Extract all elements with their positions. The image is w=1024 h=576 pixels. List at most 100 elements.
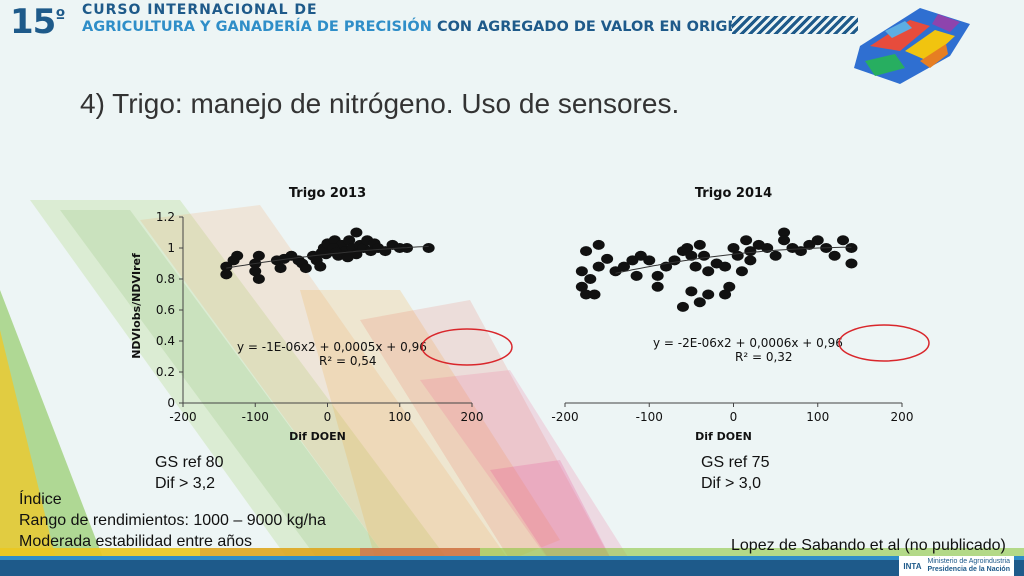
data-point [731,250,744,261]
header-banner: 15º CURSO INTERNACIONAL DE AGRICULTURA Y… [0,0,1024,48]
trendline [615,246,852,274]
y-tick-label: 1.2 [156,210,175,224]
data-point [274,263,287,274]
data-point [723,281,736,292]
data-point [584,274,597,284]
indice-label: Índice [19,491,62,508]
data-point [702,289,715,300]
data-point [588,289,601,300]
r-squared: R² = 0,54 [319,354,377,368]
right-gs-note: GS ref 75 Dif > 3,0 [701,452,769,494]
data-point [630,270,643,281]
data-point [685,250,698,261]
data-point [220,261,233,272]
header-line2: AGRICULTURA Y GANADERÍA DE PRECISIÓN CON… [82,19,750,35]
chart-title: Trigo 2013 [289,186,366,201]
data-point [693,297,706,308]
data-point [350,227,363,238]
trend-equation: y = -2E-06x2 + 0,0006x + 0,96 [653,336,843,350]
header-line1: CURSO INTERNACIONAL DE [82,2,318,18]
data-point [719,261,732,272]
data-point [803,239,816,250]
data-point [617,261,630,272]
data-point [422,243,435,253]
x-tick-label: 0 [730,410,738,424]
y-tick-label: 0 [167,396,175,410]
data-point [719,289,732,300]
right-dif: Dif > 3,0 [701,475,762,492]
chart-title: Trigo 2014 [695,186,772,201]
field-map-icon [854,8,970,84]
highlight-circle [838,324,930,362]
data-point [626,255,639,266]
inta-logo: INTA [903,561,922,571]
x-tick-label: 100 [388,410,411,424]
r-squared: R² = 0,32 [735,350,793,364]
data-point [592,239,605,250]
data-point [727,243,740,253]
x-tick-label: 0 [324,410,332,424]
data-point [252,250,265,261]
data-point [330,247,343,258]
right-gs: GS ref 75 [701,454,770,471]
data-point [299,263,312,274]
data-point [249,266,262,277]
data-point [643,255,656,266]
data-point [778,227,791,238]
y-tick-label: 0.8 [156,272,175,286]
data-point [837,235,850,246]
x-axis-label: Dif DOEN [695,430,752,443]
data-point [681,243,694,253]
x-tick-label: -100 [636,410,663,424]
data-point [845,258,858,269]
y-tick-label: 1 [167,241,175,255]
data-point [341,252,354,263]
left-gs: GS ref 80 [155,454,224,471]
data-point [609,266,622,277]
data-point [769,250,782,261]
y-axis-label: NDVIobs/NDVIref [130,253,143,359]
data-point [575,281,588,292]
data-point [315,247,328,258]
slide-title: 4) Trigo: manejo de nitrógeno. Uso de se… [80,88,680,119]
left-dif: Dif > 3,2 [155,475,216,492]
data-point [575,266,588,277]
data-point [651,281,664,292]
data-point [601,253,614,264]
x-tick-label: 200 [891,410,914,424]
left-gs-note: GS ref 80 Dif > 3,2 [155,452,223,494]
highlight-circle [421,328,513,366]
data-point [685,286,698,297]
scatter-chart-2013: Trigo 2013 0 0.2 0.4 0.6 0.8 1 1.2 -200 -100 0 100 2… [130,186,513,443]
summary-notes: Índice Rango de rendimientos: 1000 – 900… [19,489,326,552]
data-point [676,301,689,312]
data-point [343,235,356,246]
footer-logos: INTA Ministerio de Agroindustria Presiden… [899,556,1014,576]
x-tick-label: -200 [551,410,578,424]
data-point [592,261,605,272]
x-tick-label: -100 [242,410,269,424]
data-point [744,255,757,266]
data-point [580,289,593,300]
data-point [314,261,327,272]
trendline [226,245,429,269]
data-point [811,235,824,246]
x-axis-label: Dif DOEN [289,430,346,443]
data-point [580,246,593,257]
data-point [634,250,647,261]
x-tick-label: 100 [806,410,829,424]
moderada-label: Moderada estabilidad entre años [19,533,253,550]
citation: Lopez de Sabando et al (no publicado) [731,537,1006,554]
data-point [702,266,715,277]
data-point [778,235,791,246]
data-point [689,261,702,272]
data-point [698,250,711,261]
data-point [845,243,858,253]
data-point [735,266,748,277]
data-point [252,274,265,284]
data-point [651,270,664,281]
header-stripe [732,16,858,34]
data-point [740,235,753,246]
data-point [220,269,233,280]
